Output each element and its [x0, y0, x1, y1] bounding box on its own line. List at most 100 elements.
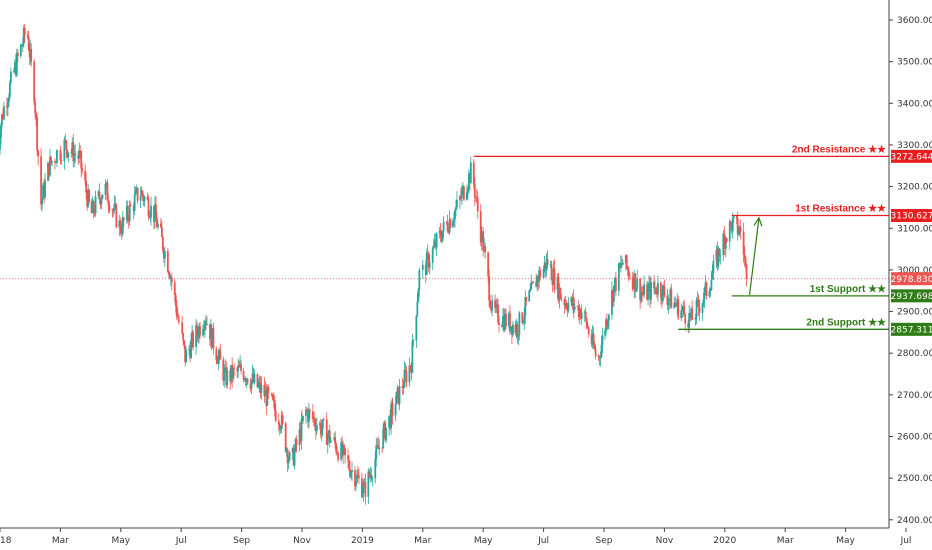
- candle: [385, 427, 388, 444]
- candle: [516, 321, 519, 344]
- candle: [33, 58, 36, 105]
- candle: [240, 360, 243, 375]
- candle: [136, 187, 139, 204]
- candle: [150, 196, 152, 226]
- x-tick-label: May: [474, 536, 493, 546]
- candle: [154, 196, 156, 229]
- candle: [428, 254, 431, 275]
- candle: [461, 185, 463, 205]
- candle: [3, 101, 5, 121]
- candle: [44, 172, 46, 200]
- candle: [636, 269, 639, 292]
- candle: [368, 469, 371, 479]
- candle: [635, 287, 638, 293]
- candle: [577, 299, 580, 321]
- candle: [654, 280, 656, 295]
- candle: [155, 196, 157, 218]
- candle: [663, 279, 666, 299]
- candle: [327, 429, 330, 439]
- candle: [455, 199, 457, 217]
- candle: [621, 259, 624, 265]
- candle: [725, 237, 728, 244]
- candle: [313, 411, 316, 431]
- candle: [175, 300, 178, 321]
- candle: [377, 436, 380, 450]
- x-tick-label: Nov: [293, 536, 311, 546]
- candle: [434, 233, 437, 251]
- candle: [351, 461, 353, 482]
- candle: [650, 276, 652, 305]
- candle: [93, 205, 96, 217]
- candle: [22, 24, 25, 48]
- candle: [695, 297, 698, 325]
- candle: [101, 194, 104, 200]
- projection-arrow[interactable]: [748, 216, 763, 295]
- candle: [266, 384, 269, 407]
- candle: [597, 353, 600, 361]
- candle: [257, 378, 260, 389]
- y-tick-label: 2700.000: [897, 391, 932, 401]
- candle: [523, 307, 526, 331]
- candle: [1, 113, 3, 130]
- candle: [325, 412, 328, 446]
- candle: [197, 327, 199, 344]
- candle: [84, 163, 87, 186]
- candle: [347, 448, 349, 469]
- candle: [642, 285, 645, 297]
- candle: [121, 211, 124, 237]
- candle: [2, 108, 4, 121]
- y-tick-label: 2600.000: [897, 433, 932, 443]
- candle: [640, 284, 643, 304]
- candle: [357, 465, 359, 478]
- candle: [198, 322, 200, 344]
- candle: [580, 304, 583, 326]
- candle: [191, 324, 193, 349]
- candle: [646, 280, 648, 301]
- candle: [51, 160, 53, 166]
- candle: [662, 284, 664, 304]
- x-tick-label: Jul: [175, 536, 187, 546]
- candle: [354, 466, 356, 492]
- candle: [676, 293, 679, 315]
- candle: [518, 311, 521, 341]
- candle: [647, 282, 649, 306]
- candle: [375, 437, 378, 467]
- candle: [349, 461, 351, 479]
- candle: [738, 224, 741, 237]
- candle: [147, 195, 150, 221]
- candle: [560, 293, 563, 302]
- candle: [584, 307, 587, 322]
- candle: [48, 162, 50, 181]
- candle: [606, 313, 608, 330]
- candle: [343, 444, 345, 455]
- candle: [291, 447, 294, 461]
- candle: [63, 136, 66, 170]
- level-1[interactable]: 2nd Resistance ★★ 3272.644: [473, 144, 932, 163]
- candle: [549, 260, 552, 268]
- candle: [163, 246, 166, 268]
- candle: [211, 327, 214, 348]
- candle: [402, 380, 405, 395]
- candle: [687, 320, 690, 333]
- candle: [126, 200, 129, 224]
- candle: [342, 440, 344, 465]
- candle: [329, 436, 332, 444]
- candle: [318, 420, 321, 430]
- candle: [27, 30, 30, 52]
- candle: [139, 186, 142, 209]
- candle: [587, 325, 590, 338]
- candle: [115, 203, 118, 229]
- candle: [251, 364, 254, 384]
- candle: [167, 270, 170, 278]
- candle: [476, 191, 479, 219]
- x-tick-label: Mar: [777, 536, 794, 546]
- candle: [634, 273, 637, 299]
- candle: [529, 283, 532, 292]
- candle: [259, 375, 262, 399]
- candle: [216, 355, 219, 364]
- candle: [709, 287, 712, 297]
- candle: [467, 169, 470, 194]
- level-label: 1st Support ★★: [810, 284, 886, 295]
